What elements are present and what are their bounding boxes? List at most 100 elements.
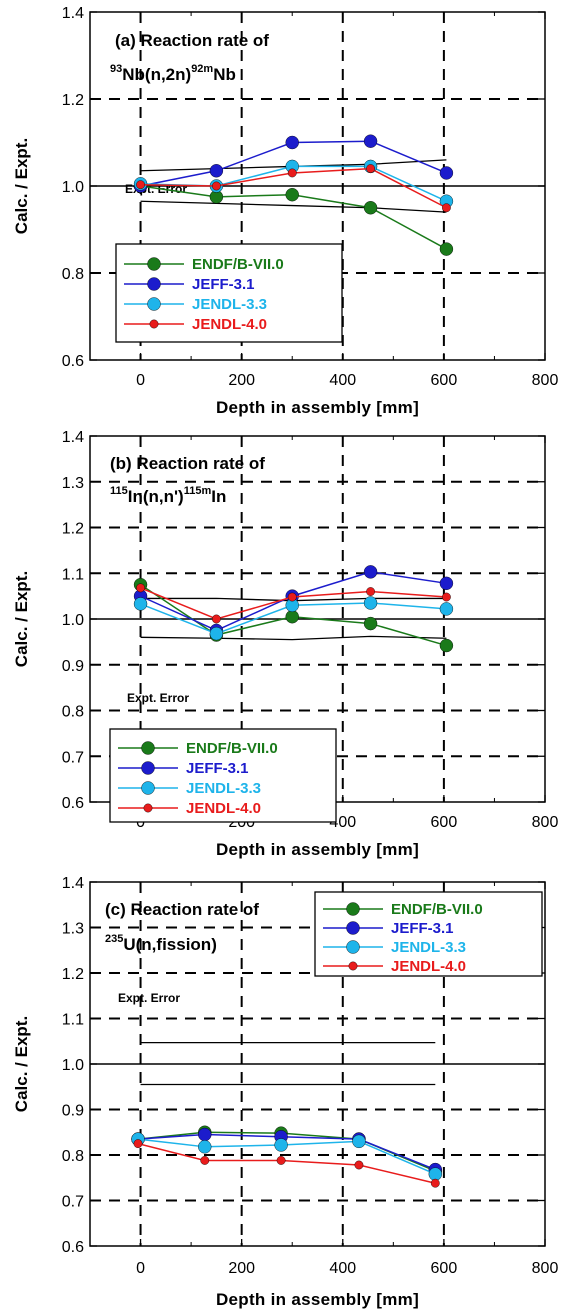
panel-b-ytick-label: 0.9 — [62, 658, 84, 675]
panel-a-data-point — [209, 164, 224, 178]
panel-b-xtick-label: 800 — [532, 814, 559, 831]
panel-c-data-point — [274, 1138, 288, 1152]
panel-a-legend-marker — [147, 257, 161, 271]
panel-c-reaction: 235U(n,fission) — [105, 933, 217, 954]
panel-b-ytick-label: 1.0 — [62, 612, 84, 629]
panel-a-legend-label: JENDL-3.3 — [192, 296, 267, 313]
panel-c-legend-marker — [346, 921, 360, 935]
panel-c-reaction-base1: U(n,fission) — [123, 935, 217, 954]
panel-b-reaction-sup1: 115 — [110, 485, 128, 497]
panel-b-data-point — [366, 587, 375, 596]
panel-a-ytick-label: 1.0 — [62, 179, 84, 196]
panel-c-ytick-label: 0.9 — [62, 1103, 84, 1120]
panel-b-reaction-base2: In — [211, 487, 226, 506]
panel-a-data-point — [287, 168, 297, 178]
panel-b-ytick-label: 1.3 — [62, 475, 84, 492]
panel-c-legend-label: JENDL-3.3 — [391, 939, 466, 956]
panel-c-y-axis-label: Calc. / Expt. — [12, 1016, 31, 1112]
panel-b-reaction: 115In(n,n')115mIn — [110, 485, 226, 506]
panel-c-xtick-label: 400 — [329, 1260, 356, 1277]
panel-a-xtick-label: 600 — [431, 372, 458, 389]
panel-a-xtick-label: 400 — [329, 372, 356, 389]
panel-c-ytick-label: 1.1 — [62, 1012, 84, 1029]
panel-b-legend-label: JENDL-3.3 — [186, 780, 261, 797]
panel-a-legend-label: JENDL-4.0 — [192, 316, 267, 333]
panel-b-title: (b) Reaction rate of — [110, 454, 265, 473]
panel-b-ytick-label: 0.6 — [62, 795, 84, 812]
panel-b-data-point — [133, 597, 148, 611]
panel-a-legend-marker — [149, 319, 159, 329]
panel-b-data-point — [363, 565, 378, 579]
panel-a-reaction-sup2: 92m — [191, 63, 213, 75]
panel-b-data-point — [439, 576, 454, 591]
panel-c-xtick-label: 800 — [532, 1260, 559, 1277]
panel-c-reaction-sup1: 235 — [105, 933, 123, 945]
panel-c-title: (c) Reaction rate of — [105, 900, 259, 919]
panel-c-data-point — [428, 1167, 442, 1181]
panel-a-legend-label: JEFF-3.1 — [192, 276, 255, 293]
panel-c-xtick-label: 600 — [431, 1260, 458, 1277]
panel-b-legend-label: ENDF/B-VII.0 — [186, 740, 278, 757]
panel-a-expt-error-lower — [140, 200, 447, 213]
panel-b-data-point — [285, 610, 299, 624]
panel-a-ytick-label: 0.6 — [62, 353, 84, 370]
panel-a-reaction: 93Nb(n,2n)92mNb — [110, 63, 236, 84]
panel-b-data-point — [209, 626, 224, 641]
panel-a-title: (a) Reaction rate of — [115, 31, 269, 50]
panel-b-legend-label: JEFF-3.1 — [186, 760, 249, 777]
panel-b-legend-label: JENDL-4.0 — [186, 800, 261, 817]
panel-b-reaction-base1: In(n,n') — [128, 487, 184, 506]
panel-a-reaction-base2: Nb — [213, 65, 236, 84]
panel-c-series-line — [137, 1142, 436, 1184]
panel-a-data-point — [439, 166, 454, 180]
panel-a-data-point — [442, 203, 451, 213]
panel-a-data-point — [366, 164, 375, 174]
panel-a-data-point — [285, 187, 299, 202]
panel-a-xtick-label: 0 — [136, 372, 145, 389]
panel-c-ytick-label: 1.4 — [62, 875, 84, 892]
panel-b-legend-marker — [143, 803, 153, 813]
panel-c-data-point — [430, 1178, 440, 1188]
panel-c-legend-label: JENDL-4.0 — [391, 958, 466, 975]
panel-c-data-point — [354, 1160, 364, 1170]
panel-c-x-axis-label: Depth in assembly [mm] — [216, 1290, 419, 1309]
panel-c-data-point — [352, 1134, 366, 1149]
panel-c-data-point — [198, 1140, 212, 1154]
panel-b-expt-error-label: Expt. Error — [127, 691, 189, 705]
chart-panel-a: 0 200 400 600 800 0.6 0.8 1.0 1.2 1.4 Depth in ass… — [12, 5, 559, 417]
panel-a-legend-marker — [147, 297, 161, 311]
panel-b-data-point — [363, 596, 378, 610]
panel-c-expt-error-label: Expt. Error — [118, 991, 180, 1005]
panel-c-xtick-label: 200 — [228, 1260, 255, 1277]
panel-b-legend-marker — [141, 781, 155, 795]
panel-a-data-point — [285, 135, 299, 150]
panel-b-xtick-label: 600 — [431, 814, 458, 831]
panel-a-reaction-sup1: 93 — [110, 63, 122, 75]
panel-b-data-point — [363, 616, 378, 631]
panel-b-data-point — [211, 614, 221, 624]
panel-c-data-point — [198, 1127, 212, 1142]
panel-b-legend-marker — [141, 761, 155, 775]
panel-a-ytick-label: 1.2 — [62, 92, 84, 109]
panel-a-data-point — [439, 242, 454, 256]
panel-a-reaction-base1: Nb(n,2n) — [122, 65, 191, 84]
panel-b-ytick-label: 0.8 — [62, 704, 84, 721]
panel-c-ytick-label: 1.0 — [62, 1057, 84, 1074]
panel-b-data-point — [287, 592, 297, 602]
panel-c-data-point — [133, 1139, 143, 1149]
panel-c-legend-label: ENDF/B-VII.0 — [391, 901, 483, 918]
panel-a-data-point — [211, 181, 221, 191]
panel-a-data-point — [136, 180, 145, 190]
panel-b-ytick-label: 1.2 — [62, 521, 84, 538]
chart-panel-b: 02004006008000.60.70.80.91.01.11.21.31.4… — [12, 429, 559, 859]
panel-c-ytick-label: 1.3 — [62, 921, 84, 938]
panel-b-data-point — [439, 638, 454, 653]
panel-c-ytick-label: 0.6 — [62, 1239, 84, 1256]
panel-a-xtick-label: 800 — [532, 372, 559, 389]
panel-c-legend-marker — [346, 902, 360, 916]
panel-a-ytick-label: 0.8 — [62, 266, 84, 283]
panel-b-data-point — [439, 602, 454, 616]
panel-c-ytick-label: 0.8 — [62, 1148, 84, 1165]
panel-b-reaction-sup2: 115m — [184, 485, 212, 497]
